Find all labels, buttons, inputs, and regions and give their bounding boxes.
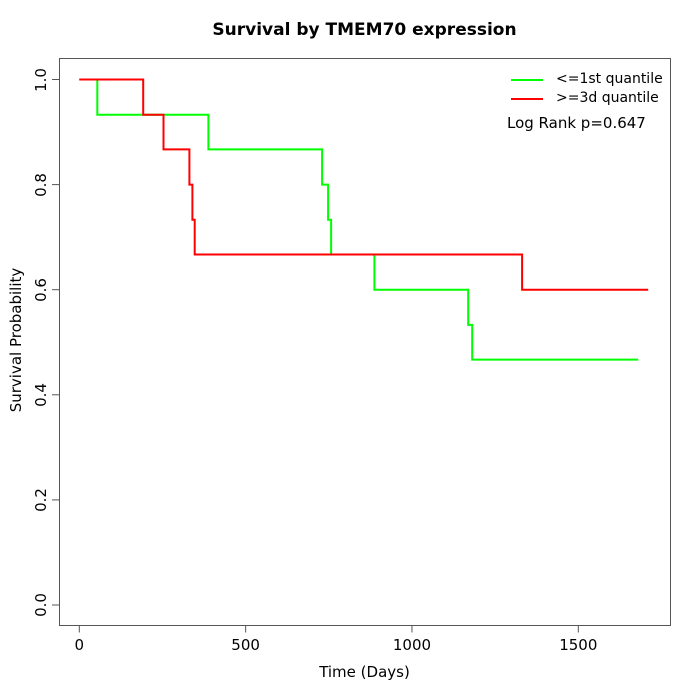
legend-label-high-quantile: >=3d quantile bbox=[556, 90, 659, 106]
legend-label-low-quantile: <=1st quantile bbox=[556, 71, 663, 87]
y-tick-label: 0.0 bbox=[32, 593, 50, 617]
x-tick-label: 1000 bbox=[392, 636, 432, 654]
y-tick-label: 1.0 bbox=[32, 67, 50, 92]
log-rank-annotation: Log Rank p=0.647 bbox=[507, 114, 646, 132]
chart-title: Survival by TMEM70 expression bbox=[212, 20, 517, 40]
survival-curve bbox=[79, 78, 639, 361]
plot-box bbox=[59, 58, 671, 626]
x-tick-label: 0 bbox=[74, 636, 85, 654]
legend-line-green bbox=[511, 79, 543, 81]
y-tick-label: 0.8 bbox=[32, 172, 50, 197]
y-tick-label: 0.4 bbox=[32, 382, 50, 407]
y-tick-label: 0.2 bbox=[32, 487, 50, 512]
x-tick-label: 1500 bbox=[559, 636, 598, 654]
x-tick-label: 500 bbox=[231, 636, 260, 654]
legend-line-red bbox=[511, 98, 543, 100]
y-axis-label: Survival Probability bbox=[7, 267, 25, 413]
x-axis-label: Time (Days) bbox=[319, 663, 410, 681]
y-tick-label: 0.6 bbox=[32, 277, 50, 302]
survival-curve bbox=[79, 78, 649, 291]
